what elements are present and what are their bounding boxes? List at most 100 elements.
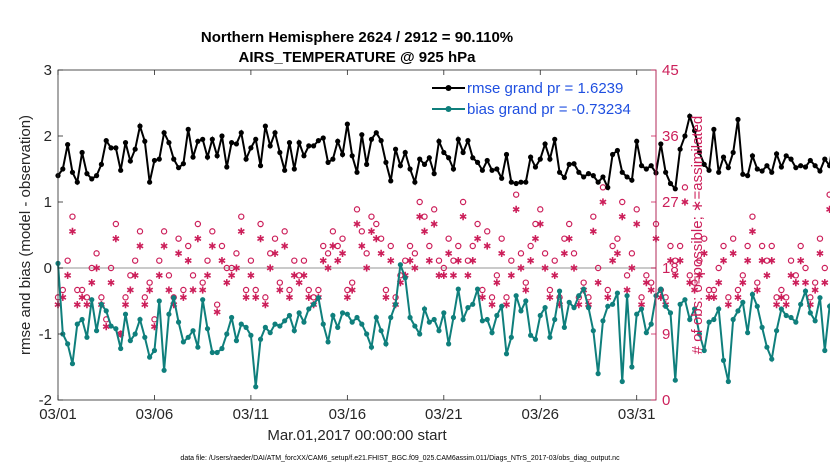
obs-possible-marker	[532, 220, 539, 228]
rmse-point	[407, 166, 413, 172]
rmse-point	[609, 151, 616, 158]
y-tick-label-right: 9	[662, 326, 670, 343]
y-tick-label-left: -2	[39, 392, 52, 409]
obs-possible-marker	[300, 257, 308, 264]
bias-point	[421, 306, 428, 312]
obs-possible-marker	[421, 213, 428, 220]
bias-point	[65, 341, 71, 347]
obs-possible-marker	[633, 206, 640, 213]
rmse-point	[537, 156, 543, 162]
rmse-point	[156, 156, 162, 162]
rmse-point	[69, 169, 76, 175]
bias-point	[204, 326, 211, 332]
bias-point	[614, 290, 621, 296]
obs-possible-marker	[257, 220, 264, 228]
obs-assimilated-marker	[107, 279, 115, 287]
bias-point	[397, 262, 404, 268]
bias-point	[552, 316, 558, 323]
obs-assimilated-marker	[146, 286, 154, 294]
rmse-point	[118, 167, 124, 173]
rmse-point	[740, 171, 746, 177]
obs-assimilated-marker	[454, 257, 462, 265]
bias-point	[69, 361, 76, 367]
rmse-point	[677, 146, 683, 152]
bias-point	[455, 286, 461, 292]
obs-possible-marker	[541, 250, 549, 257]
bias-point	[764, 344, 770, 350]
obs-assimilated-marker	[560, 249, 568, 257]
bias-series-line	[57, 263, 830, 387]
bias-point	[373, 314, 379, 321]
obs-possible-marker	[266, 250, 274, 257]
rmse-point	[224, 164, 230, 170]
obs-assimilated-marker	[594, 279, 602, 287]
rmse-point	[306, 143, 312, 149]
rmse-point	[682, 133, 688, 139]
obs-possible-marker	[498, 235, 505, 242]
obs-assimilated-marker	[126, 286, 134, 294]
rmse-point	[291, 166, 297, 172]
rmse-point	[200, 136, 206, 142]
obs-assimilated-marker	[420, 227, 429, 235]
obs-possible-marker	[623, 272, 631, 279]
rmse-point	[470, 155, 476, 161]
rmse-point	[638, 163, 645, 169]
bias-point	[441, 310, 447, 316]
rmse-point	[769, 169, 775, 175]
obs-possible-marker	[156, 257, 163, 264]
obs-assimilated-marker	[565, 235, 573, 243]
rmse-point	[257, 163, 264, 169]
y-tick-label-right: 27	[662, 194, 679, 211]
bias-point	[523, 298, 529, 304]
bias-point	[446, 341, 452, 347]
bias-point	[224, 331, 230, 337]
bias-point	[127, 338, 133, 344]
bias-point	[79, 316, 85, 323]
bias-point	[465, 305, 471, 311]
bias-point	[301, 319, 307, 325]
obs-possible-marker	[218, 242, 226, 250]
obs-assimilated-marker	[358, 242, 366, 250]
rmse-point	[542, 141, 548, 147]
obs-assimilated-marker	[377, 249, 385, 257]
bias-point	[720, 357, 727, 363]
obs-possible-marker	[474, 220, 481, 228]
bias-point	[84, 334, 90, 340]
bias-point	[590, 328, 596, 334]
obs-assimilated-marker	[787, 271, 795, 279]
obs-possible-marker	[358, 228, 366, 235]
bias-point	[200, 297, 206, 303]
bias-point	[330, 312, 336, 319]
obs-possible-marker	[604, 286, 611, 294]
obs-assimilated-marker	[175, 249, 183, 257]
obs-possible-marker	[291, 257, 298, 264]
obs-possible-marker	[565, 220, 573, 228]
rmse-point	[532, 164, 539, 170]
rmse-point	[672, 186, 678, 192]
rmse-point	[282, 167, 288, 173]
rmse-point	[441, 149, 447, 156]
bias-point	[769, 356, 775, 362]
obs-assimilated-marker	[223, 279, 231, 287]
obs-assimilated-series	[54, 198, 830, 338]
rmse-point	[335, 138, 341, 144]
bias-point	[156, 298, 162, 304]
rmse-point	[127, 158, 133, 164]
bias-point	[576, 293, 582, 299]
obs-possible-marker	[324, 250, 332, 257]
obs-possible-marker	[459, 198, 467, 206]
obs-possible-marker	[252, 286, 259, 294]
bias-point	[257, 336, 264, 342]
obs-assimilated-marker	[237, 227, 245, 235]
obs-possible-marker	[508, 257, 515, 264]
rmse-series-points	[55, 113, 830, 192]
plot-area	[58, 70, 656, 400]
rmse-point	[706, 167, 712, 173]
bias-point	[436, 328, 442, 334]
obs-assimilated-marker	[343, 293, 351, 301]
bias-point	[354, 314, 360, 321]
obs-assimilated-marker	[488, 301, 496, 309]
bias-point	[344, 311, 350, 317]
bias-point	[802, 288, 809, 294]
obs-possible-marker	[83, 294, 91, 301]
